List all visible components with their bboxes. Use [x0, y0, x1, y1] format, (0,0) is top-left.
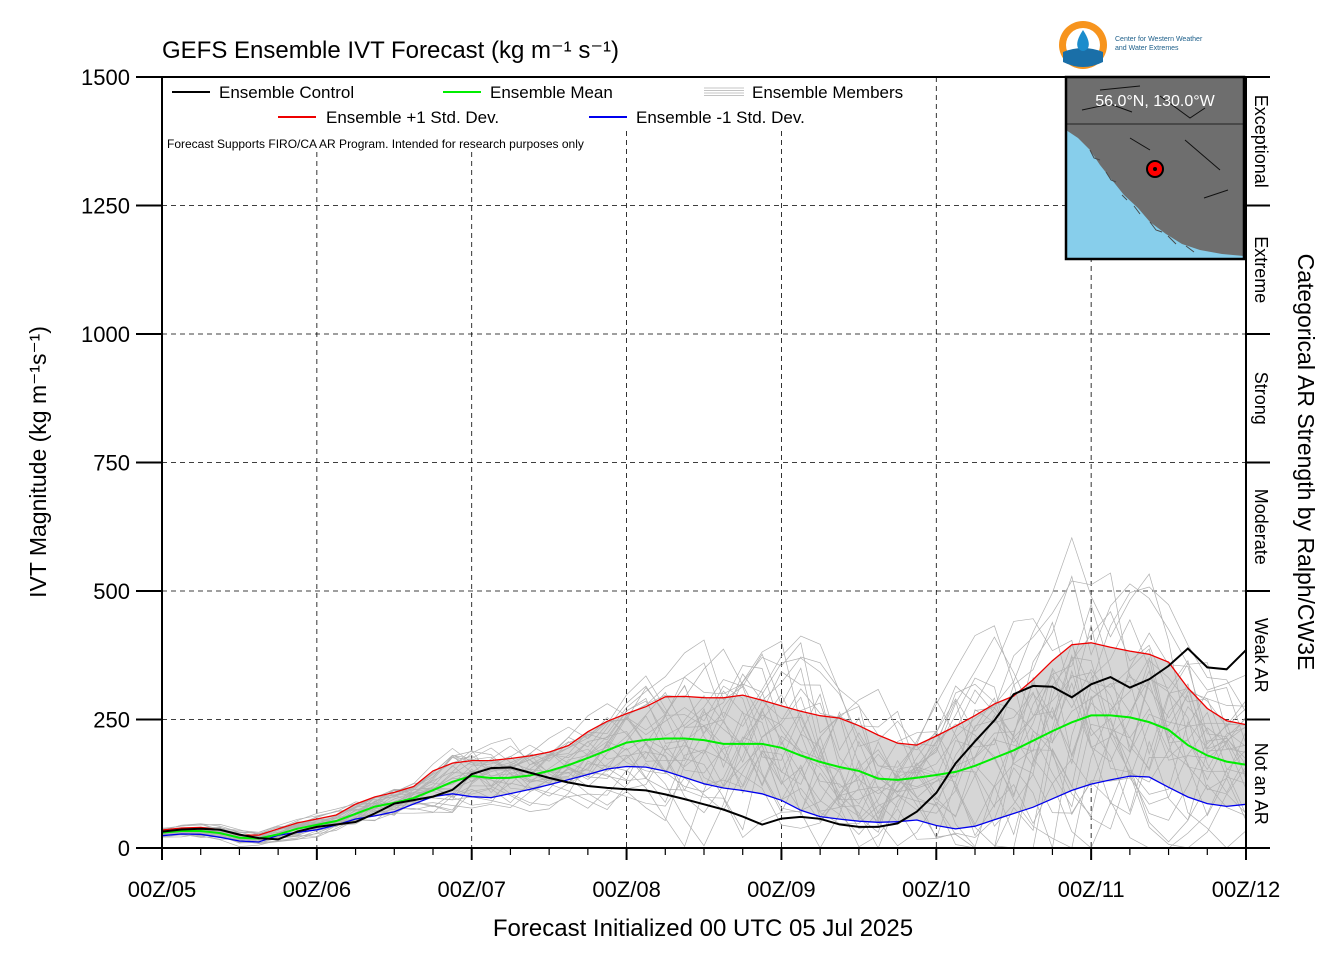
x-tick-label: 00Z/06	[283, 877, 352, 902]
cw3e-logo: Center for Western Weather and Water Ext…	[1059, 21, 1203, 69]
series-line	[161, 714, 1247, 840]
ensemble-member-line	[161, 618, 1247, 850]
inset-water	[1066, 130, 1244, 259]
ar-category-axis: Not an AR Weak AR Moderate Strong Extreme Exc…	[1246, 76, 1271, 849]
logo-drop-icon	[1077, 30, 1089, 51]
series-line	[161, 647, 1247, 841]
location-marker-center	[1153, 167, 1157, 171]
y-tick-label: 500	[93, 579, 130, 604]
category-label: Extreme	[1251, 236, 1271, 303]
logo-text-line2: and Water Extremes	[1115, 45, 1179, 52]
legend: Ensemble Control Ensemble Mean Ensemble Me…	[164, 78, 924, 128]
y-tick-label: 250	[93, 708, 130, 733]
std-dev-shading	[162, 642, 1246, 842]
legend-label: Ensemble Members	[752, 83, 903, 102]
y-tick-label: 1500	[81, 65, 130, 90]
legend-label: Ensemble Mean	[490, 83, 613, 102]
inset-coastline	[1089, 149, 1195, 253]
inset-borders	[1081, 85, 1229, 199]
y-tick-label: 0	[118, 836, 130, 861]
y-tick-label: 750	[93, 451, 130, 476]
x-tick-label: 00Z/08	[592, 877, 661, 902]
category-label: Strong	[1251, 372, 1271, 425]
x-tick-label: 00Z/07	[437, 877, 506, 902]
ensemble-member-line	[161, 636, 1247, 841]
category-label: Moderate	[1251, 489, 1271, 565]
legend-background	[164, 78, 924, 128]
ensemble-member-line	[161, 625, 1247, 849]
x-axis-label: Forecast Initialized 00 UTC 05 Jul 2025	[493, 915, 913, 942]
x-tick-label: 00Z/09	[747, 877, 816, 902]
series-lines	[161, 642, 1247, 843]
y-axis-label: IVT Magnitude (kg m⁻¹s⁻¹)	[25, 326, 51, 598]
ensemble-member-line	[161, 632, 1247, 838]
ensemble-member-line	[161, 669, 1247, 839]
legend-label: Ensemble +1 Std. Dev.	[326, 108, 499, 127]
logo-text-line1: Center for Western Weather	[1115, 36, 1203, 43]
inset-frame	[1064, 75, 1246, 261]
inset-map: 56.0°N, 130.0°W	[1064, 75, 1246, 261]
std-dev-band	[162, 642, 1246, 842]
legend-label: Ensemble -1 Std. Dev.	[636, 108, 805, 127]
x-tick-label: 00Z/10	[902, 877, 971, 902]
ensemble-members	[161, 536, 1247, 850]
category-label: Exceptional	[1251, 95, 1271, 188]
inset-coordinates: 56.0°N, 130.0°W	[1095, 93, 1215, 110]
legend-label: Ensemble Control	[219, 83, 354, 102]
category-label: Not an AR	[1251, 743, 1271, 825]
research-note: Forecast Supports FIRO/CA AR Program. In…	[167, 137, 584, 151]
y-tick-label: 1250	[81, 194, 130, 219]
series-line	[161, 642, 1247, 836]
y-tick-label: 1000	[81, 322, 130, 347]
ensemble-member-line	[161, 648, 1247, 849]
ensemble-member-line	[161, 586, 1247, 849]
category-label: Weak AR	[1251, 618, 1271, 693]
ensemble-member-line	[161, 662, 1247, 849]
x-tick-label: 00Z/11	[1058, 877, 1125, 902]
ensemble-member-line	[161, 621, 1247, 834]
logo-wave-icon	[1063, 48, 1103, 67]
ensemble-member-line	[161, 669, 1247, 840]
x-tick-label: 00Z/05	[128, 877, 197, 902]
chart-title: GEFS Ensemble IVT Forecast (kg m⁻¹ s⁻¹)	[162, 37, 619, 64]
ar-strength-label: Categorical AR Strength by Ralph/CW3E	[1293, 254, 1319, 671]
x-tick-label: 00Z/12	[1212, 877, 1281, 902]
